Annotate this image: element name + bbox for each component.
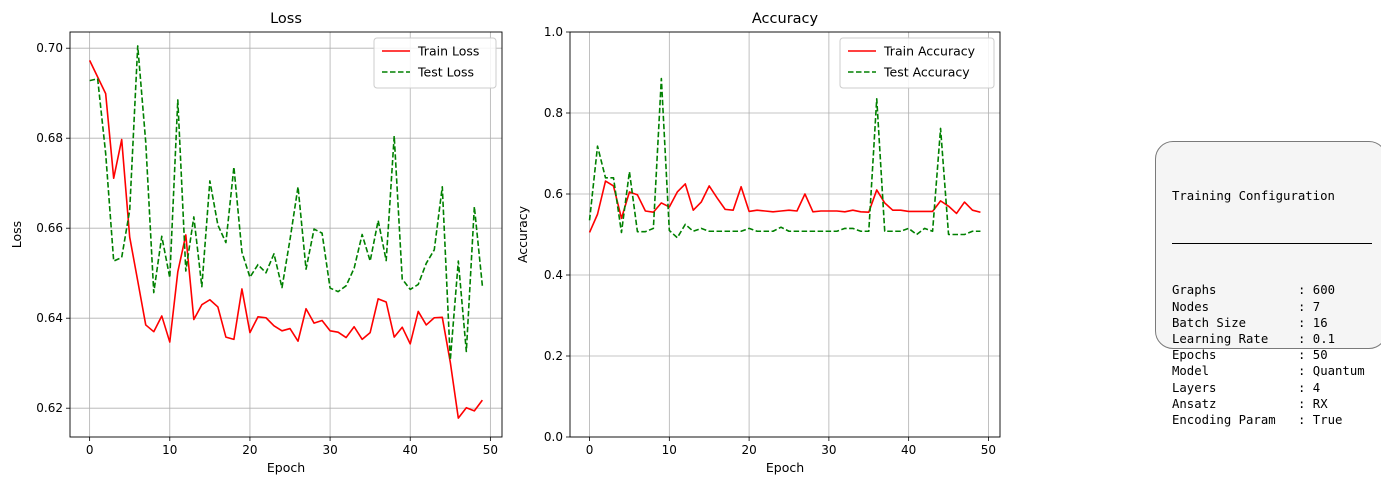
- config-value: : Quantum: [1298, 364, 1365, 379]
- chart-title: Accuracy: [752, 11, 819, 27]
- config-value: : 4: [1298, 380, 1321, 395]
- x-tick-label: 20: [741, 443, 756, 457]
- config-divider: [1172, 237, 1372, 245]
- x-tick-label: 0: [86, 443, 94, 457]
- legend-entry: Test Loss: [417, 65, 474, 80]
- config-value: : 16: [1298, 315, 1328, 330]
- x-tick-label: 40: [403, 443, 418, 457]
- config-key: Nodes: [1172, 299, 1210, 314]
- y-tick-label: 0.62: [36, 401, 63, 415]
- training-config-box: Training Configuration Graphs : 600 Nodes:…: [1155, 141, 1381, 427]
- legend-entry: Test Accuracy: [883, 65, 970, 80]
- y-tick-label: 0.0: [544, 430, 563, 444]
- config-row: Layers : 4: [1172, 380, 1381, 396]
- x-tick-label: 40: [901, 443, 916, 457]
- config-title: Training Configuration: [1172, 189, 1335, 204]
- x-tick-label: 50: [981, 443, 996, 457]
- y-tick-label: 1.0: [544, 25, 563, 39]
- plot-frame: [569, 31, 1001, 438]
- config-key: Encoding Param: [1172, 413, 1276, 428]
- x-axis-label: Epoch: [766, 460, 804, 475]
- legend-entry: Train Accuracy: [883, 44, 976, 59]
- config-row: Batch Size : 16: [1172, 315, 1381, 331]
- config-key: Layers: [1172, 380, 1217, 395]
- config-value: : RX: [1298, 396, 1328, 411]
- x-tick-label: 30: [821, 443, 836, 457]
- y-axis-label: Loss: [9, 221, 24, 248]
- y-tick-label: 0.68: [36, 131, 63, 145]
- config-key: Graphs: [1172, 283, 1217, 298]
- config-row: Epochs : 50: [1172, 347, 1381, 363]
- config-rows: Graphs: 600 Nodes: 7 Batch Size: 16 Learnin…: [1172, 282, 1381, 428]
- series-line-test-loss: [89, 45, 484, 361]
- y-tick-label: 0.64: [36, 311, 63, 325]
- y-tick-label: 0.4: [544, 268, 563, 282]
- config-row: Ansatz : RX: [1172, 396, 1381, 412]
- series-line-train-accuracy: [588, 180, 981, 233]
- y-tick-label: 0.2: [544, 349, 563, 363]
- x-tick-label: 20: [242, 443, 257, 457]
- y-axis-label: Accuracy: [515, 205, 530, 263]
- legend: Train Accuracy Test Accuracy: [839, 37, 995, 89]
- chart-loss: 0 10 20 30 40 50 0.62 0.64 0.66 0.68 0.70 Loss Epoch…: [9, 11, 503, 475]
- config-row: Learning Rate : 0.1: [1172, 331, 1381, 347]
- chart-title: Loss: [270, 11, 302, 27]
- config-key: Ansatz: [1172, 396, 1217, 411]
- x-axis-label: Epoch: [267, 460, 305, 475]
- config-value: : 0.1: [1298, 332, 1336, 347]
- config-key: Model: [1172, 364, 1210, 379]
- y-tick-label: 0.70: [36, 41, 63, 55]
- config-key: Batch Size: [1172, 315, 1247, 330]
- series-line-test-accuracy: [588, 77, 981, 239]
- y-tick-label: 0.8: [544, 106, 563, 120]
- config-value: : 7: [1298, 299, 1321, 314]
- config-value: : True: [1298, 413, 1343, 428]
- legend: Train Loss Test Loss: [373, 37, 497, 89]
- chart-accuracy: 0 10 20 30 40 50 0.0 0.2 0.4 0.6 0.8 1.0 Accuracy Epo…: [515, 11, 1001, 475]
- legend-entry: Train Loss: [417, 44, 479, 59]
- config-key: Learning Rate: [1172, 332, 1269, 347]
- x-tick-label: 0: [586, 443, 594, 457]
- y-tick-label: 0.66: [36, 221, 63, 235]
- config-value: : 50: [1298, 348, 1328, 363]
- y-tick-label: 0.6: [544, 187, 563, 201]
- config-row: Model : Quantum: [1172, 363, 1381, 379]
- x-tick-label: 10: [162, 443, 177, 457]
- x-tick-label: 50: [483, 443, 498, 457]
- config-row: Nodes : 7: [1172, 299, 1381, 315]
- series-line-train-loss: [88, 60, 484, 419]
- legend-box: [839, 37, 995, 89]
- config-key: Epochs: [1172, 348, 1217, 363]
- config-row: Graphs : 600: [1172, 282, 1381, 298]
- x-tick-label: 10: [662, 443, 677, 457]
- x-tick-label: 30: [322, 443, 337, 457]
- config-row: Encoding Param : True: [1172, 412, 1381, 428]
- config-value: : 600: [1298, 283, 1336, 298]
- plot-frame: [69, 31, 503, 438]
